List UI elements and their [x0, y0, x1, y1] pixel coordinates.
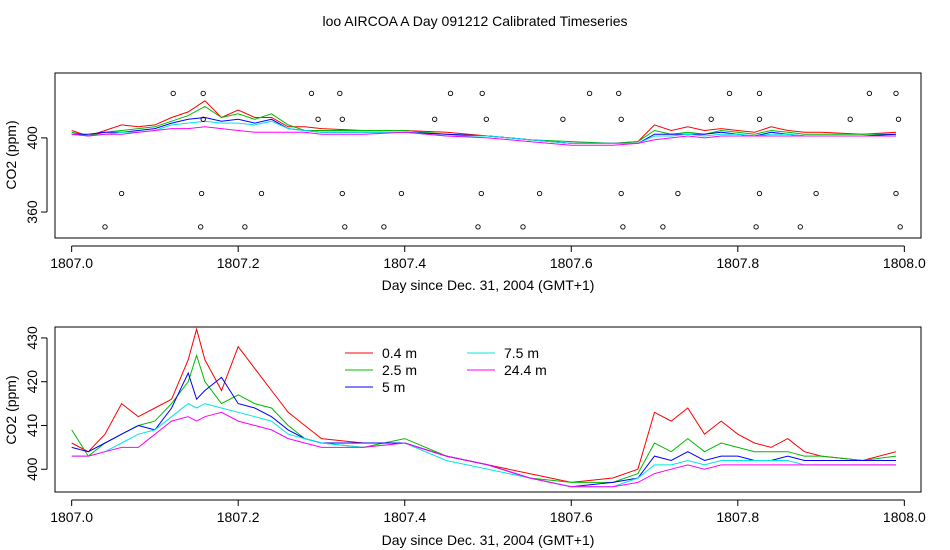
top-y-tick-label: 400	[24, 126, 40, 150]
top-marker-point	[620, 224, 626, 230]
top-marker-point	[618, 116, 624, 122]
bottom-series-line-1	[71, 353, 897, 483]
top-x-tick-label: 1807.4	[383, 255, 426, 271]
top-marker-point	[242, 224, 248, 230]
top-marker-point	[342, 224, 348, 230]
top-x-axis: 1807.0 1807.2 1807.4 1807.6 1807.8 1808.0	[50, 245, 926, 271]
bottom-panel: 1807.0 1807.2 1807.4 1807.6 1807.8 1808.0 400…	[3, 326, 926, 548]
top-marker-point	[675, 190, 681, 197]
bottom-x-axis: 1807.0 1807.2 1807.4 1807.6 1807.8 1808.0	[50, 499, 926, 525]
bottom-x-tick-label: 1807.6	[550, 509, 593, 525]
top-marker-point	[315, 116, 321, 122]
top-marker-point	[200, 116, 206, 122]
top-marker-point	[560, 116, 566, 122]
top-marker-point	[478, 190, 484, 197]
top-marker-point	[198, 190, 205, 197]
top-x-tick-label: 1807.0	[50, 255, 93, 271]
top-series-line-4	[71, 126, 896, 146]
bottom-plot-frame	[54, 326, 922, 493]
top-marker-point	[339, 190, 345, 197]
top-marker-point	[479, 90, 485, 97]
bottom-y-tick-label: 420	[24, 370, 40, 394]
top-y-tick-label: 360	[24, 200, 40, 224]
top-marker-point	[866, 90, 873, 97]
bottom-x-tick-label: 1807.0	[50, 509, 93, 525]
top-y-axis: 360 400	[24, 126, 48, 224]
bottom-x-tick-label: 1807.4	[383, 509, 426, 525]
legend-label: 7.5 m	[504, 345, 539, 361]
top-marker-point	[813, 190, 819, 197]
top-marker-point	[118, 190, 125, 197]
bottom-series-group	[71, 327, 897, 488]
top-markers-group	[102, 90, 903, 230]
top-plot-frame	[54, 72, 922, 239]
top-marker-point	[170, 90, 176, 97]
top-marker-point	[897, 224, 903, 230]
top-marker-point	[200, 90, 206, 97]
bottom-y-tick-label: 400	[24, 457, 40, 481]
top-marker-point	[756, 190, 763, 197]
bottom-y-tick-label: 430	[24, 326, 40, 350]
top-marker-point	[308, 90, 315, 97]
legend-label: 2.5 m	[382, 362, 417, 378]
legend-label: 0.4 m	[382, 345, 417, 361]
top-marker-point	[893, 190, 899, 197]
top-x-tick-label: 1807.2	[217, 255, 260, 271]
bottom-x-tick-label: 1807.2	[217, 509, 260, 525]
top-marker-point	[258, 190, 265, 197]
top-x-tick-label: 1807.8	[716, 255, 759, 271]
top-marker-point	[618, 190, 624, 197]
bottom-legend: 0.4 m2.5 m5 m 7.5 m24.4 m	[345, 345, 547, 395]
top-marker-point	[756, 116, 763, 122]
top-marker-point	[797, 224, 803, 230]
bottom-y-axis: 400 410 420 430	[24, 326, 48, 481]
bottom-series-line-3	[71, 403, 896, 488]
top-series-line-0	[71, 100, 897, 144]
top-marker-point	[753, 224, 759, 230]
bottom-series-line-4	[71, 411, 896, 488]
top-marker-point	[337, 90, 343, 97]
top-x-tick-label: 1808.0	[883, 255, 926, 271]
bottom-y-tick-label: 410	[24, 414, 40, 438]
top-marker-point	[483, 116, 489, 122]
top-x-tick-label: 1807.6	[550, 255, 593, 271]
bottom-x-tick-label: 1807.8	[716, 509, 759, 525]
bottom-x-tick-label: 1808.0	[883, 509, 926, 525]
top-marker-point	[475, 224, 481, 230]
top-marker-point	[102, 224, 108, 230]
legend-label: 5 m	[382, 379, 405, 395]
bottom-series-line-2	[71, 371, 896, 488]
top-marker-point	[847, 116, 853, 122]
top-y-axis-label: CO2 (ppm)	[3, 120, 19, 189]
top-x-axis-label: Day since Dec. 31, 2004 (GMT+1)	[382, 277, 595, 293]
top-marker-point	[660, 224, 666, 230]
top-marker-point	[398, 190, 405, 197]
bottom-x-axis-label: Day since Dec. 31, 2004 (GMT+1)	[382, 532, 595, 548]
figure-title: loo AIRCOA A Day 091212 Calibrated Times…	[322, 13, 627, 29]
top-marker-point	[895, 116, 902, 122]
top-marker-point	[726, 90, 733, 97]
top-marker-point	[432, 116, 438, 122]
legend-label: 24.4 m	[504, 362, 547, 378]
top-marker-point	[339, 116, 345, 122]
bottom-series-line-0	[71, 327, 897, 483]
top-marker-point	[756, 90, 763, 97]
top-marker-point	[893, 90, 899, 97]
top-marker-point	[520, 224, 526, 230]
top-panel: 1807.0 1807.2 1807.4 1807.6 1807.8 1808.0 360…	[3, 72, 926, 293]
top-marker-point	[447, 90, 454, 97]
top-marker-point	[708, 116, 714, 122]
top-marker-point	[381, 224, 387, 230]
top-marker-point	[198, 224, 204, 230]
bottom-y-axis-label: CO2 (ppm)	[3, 375, 19, 444]
top-series-group	[71, 100, 897, 146]
top-marker-point	[616, 90, 622, 97]
top-marker-point	[536, 190, 543, 197]
top-marker-point	[586, 90, 593, 97]
